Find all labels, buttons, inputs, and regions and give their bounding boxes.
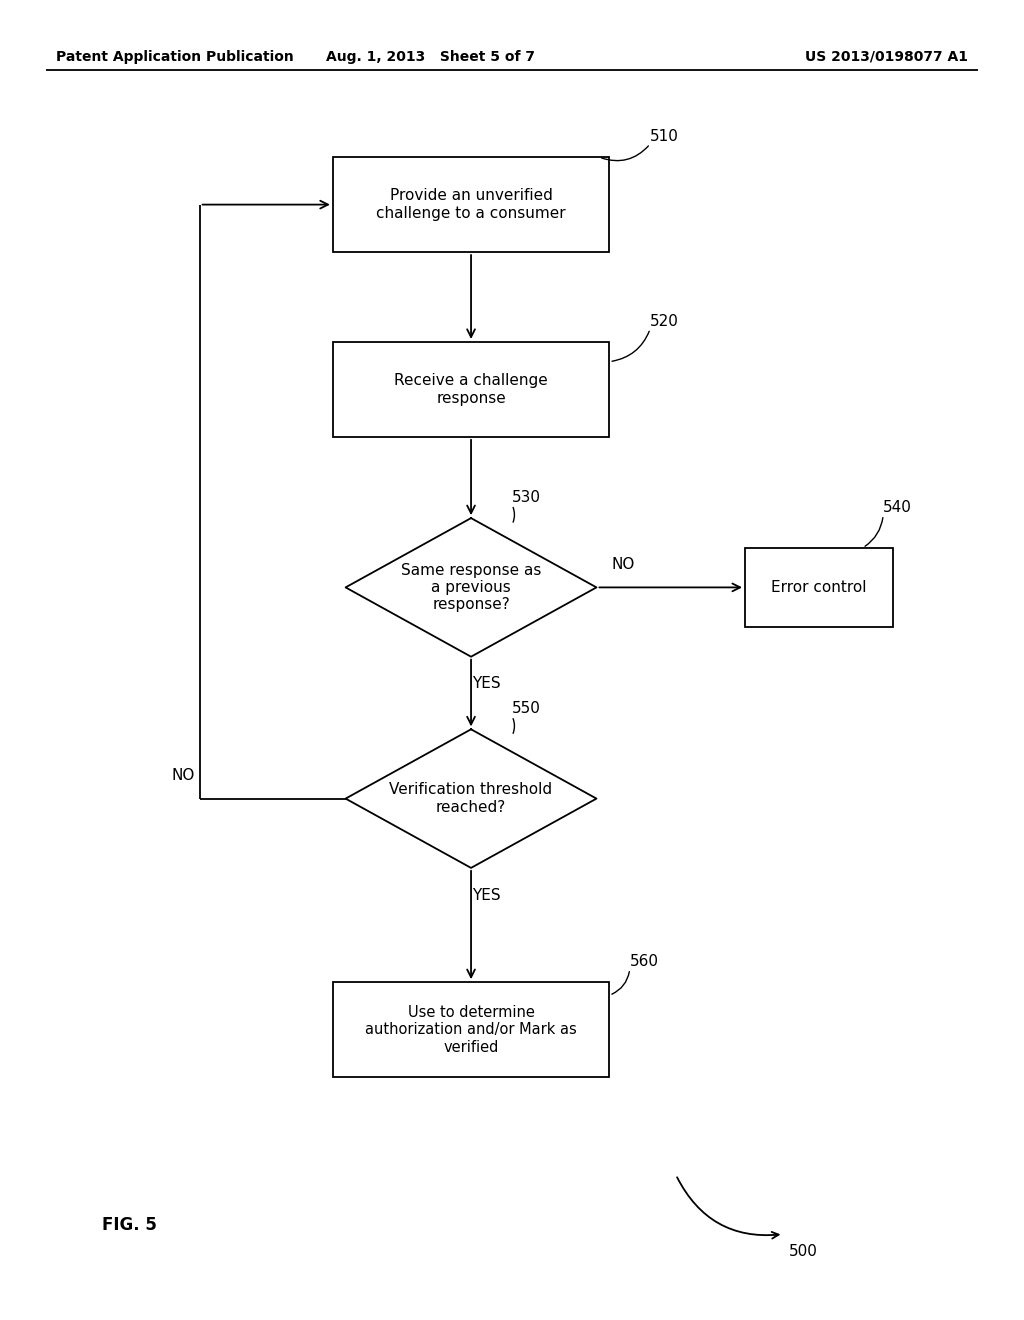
Text: 500: 500 [788,1243,817,1259]
Text: 560: 560 [630,954,658,969]
Bar [333,157,609,252]
Text: Receive a challenge
response: Receive a challenge response [394,374,548,405]
Text: Use to determine
authorization and/or Mark as
verified: Use to determine authorization and/or Ma… [366,1005,577,1055]
FancyArrowPatch shape [677,1177,778,1238]
Text: Aug. 1, 2013   Sheet 5 of 7: Aug. 1, 2013 Sheet 5 of 7 [326,50,535,63]
Polygon shape [346,729,596,869]
Text: NO: NO [612,557,635,572]
Bar [333,342,609,437]
Text: FIG. 5: FIG. 5 [102,1216,158,1234]
Bar [745,548,893,627]
Bar [333,982,609,1077]
Polygon shape [346,517,596,656]
Text: Patent Application Publication: Patent Application Publication [56,50,294,63]
Text: YES: YES [472,676,501,692]
Text: 520: 520 [650,314,679,329]
Text: YES: YES [472,887,501,903]
Text: 530: 530 [512,490,541,504]
Text: 550: 550 [512,701,541,715]
Text: 540: 540 [883,500,912,515]
Text: 510: 510 [650,129,679,144]
Text: Provide an unverified
challenge to a consumer: Provide an unverified challenge to a con… [376,189,566,220]
Text: NO: NO [171,768,195,783]
Text: US 2013/0198077 A1: US 2013/0198077 A1 [805,50,968,63]
Text: Verification threshold
reached?: Verification threshold reached? [389,783,553,814]
Text: Error control: Error control [771,579,867,595]
Text: Same response as
a previous
response?: Same response as a previous response? [400,562,542,612]
